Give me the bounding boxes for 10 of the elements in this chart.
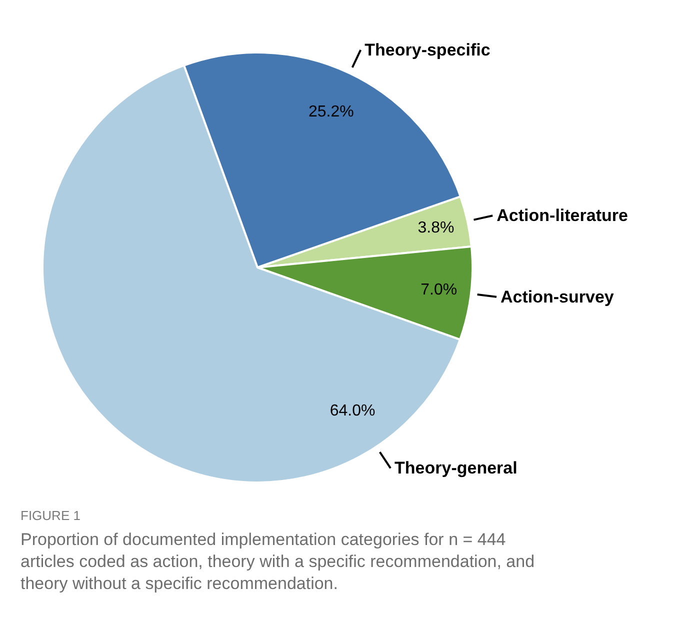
data-label: 3.8%: [418, 220, 454, 237]
data-label: 25.2%: [308, 104, 354, 121]
slice-label: Action-literature: [496, 206, 628, 226]
slice-label: Action-survey: [500, 287, 614, 306]
slice-label: Theory-general: [394, 458, 518, 478]
slice-label: Theory-specific: [364, 40, 490, 60]
data-label: 7.0%: [420, 281, 458, 298]
data-label: 64.0%: [330, 402, 376, 420]
caption: FIGURE 1: [20, 508, 80, 523]
text: Proportion of documented implementation categories for n = 444 articles coded as action, theory with a specific recommendation, and theory without a specific recommendation.: [20, 530, 535, 593]
